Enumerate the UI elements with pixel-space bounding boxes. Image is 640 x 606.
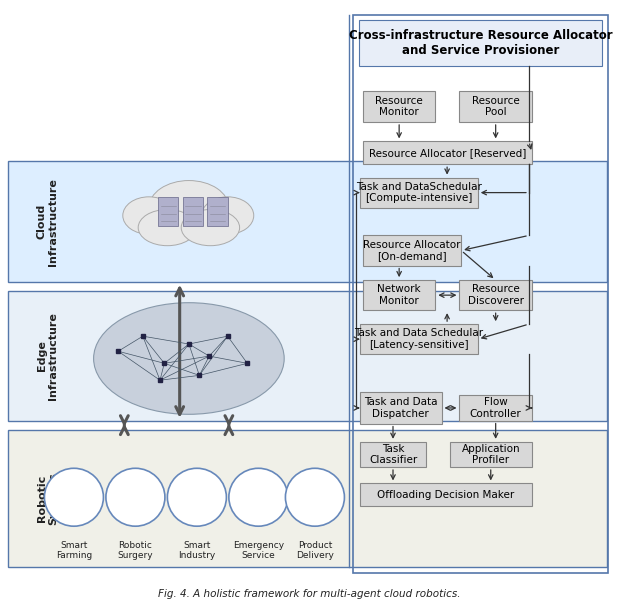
Circle shape <box>44 468 104 526</box>
Text: Resource
Discoverer: Resource Discoverer <box>468 284 524 306</box>
Ellipse shape <box>149 181 229 235</box>
Ellipse shape <box>93 303 284 415</box>
FancyBboxPatch shape <box>158 197 179 226</box>
Text: Cloud
Infrastructure: Cloud Infrastructure <box>36 178 58 265</box>
FancyBboxPatch shape <box>359 20 602 66</box>
Circle shape <box>285 468 344 526</box>
FancyBboxPatch shape <box>363 141 532 164</box>
Circle shape <box>229 468 288 526</box>
FancyBboxPatch shape <box>360 484 532 506</box>
FancyBboxPatch shape <box>363 91 435 122</box>
FancyBboxPatch shape <box>360 324 478 355</box>
Text: Flow
Controller: Flow Controller <box>470 397 522 419</box>
Text: Task and Data Schedular
[Latency-sensitive]: Task and Data Schedular [Latency-sensiti… <box>355 328 483 350</box>
Text: Fig. 4. A holistic framework for multi-agent cloud robotics.: Fig. 4. A holistic framework for multi-a… <box>157 589 460 599</box>
Text: Robotic
Surgery: Robotic Surgery <box>118 541 153 560</box>
Ellipse shape <box>138 210 196 245</box>
Text: Smart
Farming: Smart Farming <box>56 541 92 560</box>
FancyBboxPatch shape <box>360 442 426 467</box>
Text: Resource Allocator
[On-demand]: Resource Allocator [On-demand] <box>364 240 461 261</box>
Text: Smart
Industry: Smart Industry <box>179 541 216 560</box>
Text: Robotic
Systems: Robotic Systems <box>36 472 58 525</box>
Text: Resource Allocator [Reserved]: Resource Allocator [Reserved] <box>369 148 526 158</box>
FancyBboxPatch shape <box>183 197 203 226</box>
Text: Cross-infrastructure Resource Allocator
and Service Provisioner: Cross-infrastructure Resource Allocator … <box>349 29 612 57</box>
Ellipse shape <box>202 197 253 235</box>
FancyBboxPatch shape <box>360 178 478 208</box>
Text: Application
Profiler: Application Profiler <box>461 444 520 465</box>
FancyBboxPatch shape <box>360 392 442 424</box>
Text: Resource
Pool: Resource Pool <box>472 96 520 117</box>
Ellipse shape <box>181 210 239 245</box>
Text: Offloading Decision Maker: Offloading Decision Maker <box>377 490 515 500</box>
FancyBboxPatch shape <box>450 442 532 467</box>
Text: Task and DataSchedular
[Compute-intensive]: Task and DataSchedular [Compute-intensiv… <box>356 182 482 204</box>
Circle shape <box>168 468 227 526</box>
FancyBboxPatch shape <box>8 430 607 567</box>
Text: Task
Classifier: Task Classifier <box>369 444 417 465</box>
FancyBboxPatch shape <box>8 291 607 421</box>
Ellipse shape <box>123 197 175 235</box>
Text: Network
Monitor: Network Monitor <box>378 284 421 306</box>
FancyBboxPatch shape <box>8 161 607 282</box>
Text: Emergency
Service: Emergency Service <box>233 541 284 560</box>
FancyBboxPatch shape <box>460 395 532 421</box>
Text: Resource
Monitor: Resource Monitor <box>375 96 423 117</box>
Text: Product
Delivery: Product Delivery <box>296 541 334 560</box>
Text: Edge
Infrastructure: Edge Infrastructure <box>36 312 58 400</box>
FancyBboxPatch shape <box>460 280 532 310</box>
FancyBboxPatch shape <box>363 236 461 265</box>
FancyBboxPatch shape <box>207 197 228 226</box>
FancyBboxPatch shape <box>460 91 532 122</box>
Text: Task and Data
Dispatcher: Task and Data Dispatcher <box>364 397 437 419</box>
FancyBboxPatch shape <box>363 280 435 310</box>
Circle shape <box>106 468 165 526</box>
